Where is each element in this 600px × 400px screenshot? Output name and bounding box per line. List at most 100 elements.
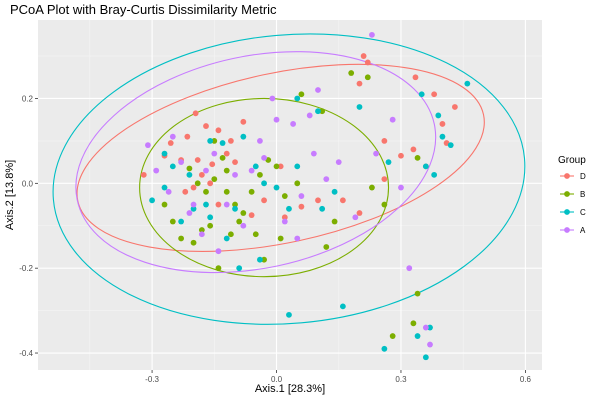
point-group-b xyxy=(273,163,280,170)
point-group-a xyxy=(145,142,151,149)
point-group-d xyxy=(194,157,201,163)
point-group-c xyxy=(294,95,301,102)
point-group-b xyxy=(261,256,267,263)
point-group-b xyxy=(198,227,205,233)
point-group-a xyxy=(165,188,172,195)
point-group-c xyxy=(169,163,176,170)
point-group-c xyxy=(161,184,168,191)
point-group-c xyxy=(261,180,267,187)
point-group-d xyxy=(356,80,363,87)
point-group-a xyxy=(198,231,205,238)
point-group-d xyxy=(240,118,247,125)
point-group-b xyxy=(219,154,226,161)
point-group-b xyxy=(240,210,247,216)
point-group-a xyxy=(169,133,176,140)
point-group-d xyxy=(431,91,438,98)
point-group-b xyxy=(348,70,355,76)
point-group-a xyxy=(203,167,209,174)
point-group-d xyxy=(315,197,321,204)
point-group-a xyxy=(273,116,280,123)
point-group-d xyxy=(215,127,222,134)
legend-title: Group xyxy=(558,155,586,166)
point-group-a xyxy=(153,167,160,174)
point-group-c xyxy=(356,104,363,110)
legend-key-point xyxy=(564,191,570,197)
point-group-c xyxy=(422,163,429,170)
point-group-d xyxy=(261,197,267,204)
point-group-b xyxy=(203,188,209,195)
point-group-b xyxy=(227,231,234,238)
point-group-b xyxy=(252,231,259,238)
point-group-c xyxy=(418,91,425,98)
point-group-d xyxy=(281,214,288,221)
point-group-d xyxy=(410,146,417,153)
y-tick-label: -0.2 xyxy=(19,264,33,273)
point-group-c xyxy=(149,197,155,204)
y-axis-ticks: -0.4 -0.2 0.0 0.2 xyxy=(19,94,38,358)
point-group-c xyxy=(273,184,280,191)
point-group-a xyxy=(323,176,330,182)
point-group-d xyxy=(412,74,419,81)
point-group-a xyxy=(257,138,263,144)
y-tick-label: -0.4 xyxy=(19,349,33,358)
point-group-c xyxy=(331,188,338,195)
point-group-b xyxy=(248,188,255,195)
point-group-c xyxy=(286,205,292,212)
point-group-c xyxy=(178,218,185,225)
point-group-a xyxy=(281,218,288,225)
plot-panel xyxy=(38,20,542,370)
legend-label-d: D xyxy=(580,172,586,181)
point-group-c xyxy=(339,303,346,310)
chart-title: PCoA Plot with Bray-Curtis Dissimilarity… xyxy=(10,2,277,17)
point-group-d xyxy=(364,59,371,66)
point-group-d xyxy=(209,161,216,168)
point-group-b xyxy=(178,235,185,242)
point-group-c xyxy=(431,171,438,178)
x-tick-label: 0.6 xyxy=(520,375,532,384)
point-group-c xyxy=(257,256,263,263)
legend-key-point xyxy=(564,209,570,215)
point-group-c xyxy=(319,205,326,212)
point-group-c xyxy=(232,205,238,212)
point-group-a xyxy=(294,235,301,242)
legend-label-c: C xyxy=(580,208,586,217)
point-group-b xyxy=(277,235,284,242)
point-group-d xyxy=(223,150,230,157)
point-group-b xyxy=(211,138,218,144)
grid-lines xyxy=(38,20,542,370)
x-axis-ticks: -0.3 0.0 0.3 0.6 xyxy=(145,370,532,384)
point-group-b xyxy=(223,188,230,195)
point-group-a xyxy=(389,116,396,123)
point-group-a xyxy=(211,150,218,157)
legend-key-point xyxy=(564,227,570,233)
point-group-b xyxy=(381,201,388,208)
point-group-a xyxy=(178,159,185,166)
point-group-b xyxy=(389,333,396,339)
x-tick-label: 0.3 xyxy=(395,375,407,384)
point-group-c xyxy=(240,133,247,140)
x-tick-label: 0.0 xyxy=(271,375,283,384)
point-group-b xyxy=(169,218,176,225)
point-group-c xyxy=(219,140,226,146)
point-group-d xyxy=(439,121,446,127)
point-group-b xyxy=(414,290,421,297)
point-group-c xyxy=(223,235,230,242)
point-group-d xyxy=(184,133,191,140)
point-group-a xyxy=(248,167,255,174)
point-group-a xyxy=(269,95,276,102)
point-group-c xyxy=(252,163,259,170)
point-group-c xyxy=(315,108,321,115)
point-group-d xyxy=(356,210,363,216)
point-group-b xyxy=(410,320,417,327)
point-group-b xyxy=(207,222,214,229)
point-group-d xyxy=(203,123,209,129)
point-group-b xyxy=(186,165,193,172)
point-group-a xyxy=(306,112,313,119)
point-group-b xyxy=(323,244,330,250)
point-group-a xyxy=(398,184,404,191)
point-group-d xyxy=(207,180,214,187)
point-group-a xyxy=(335,159,342,166)
point-group-b xyxy=(190,239,197,246)
point-group-b xyxy=(294,180,301,187)
